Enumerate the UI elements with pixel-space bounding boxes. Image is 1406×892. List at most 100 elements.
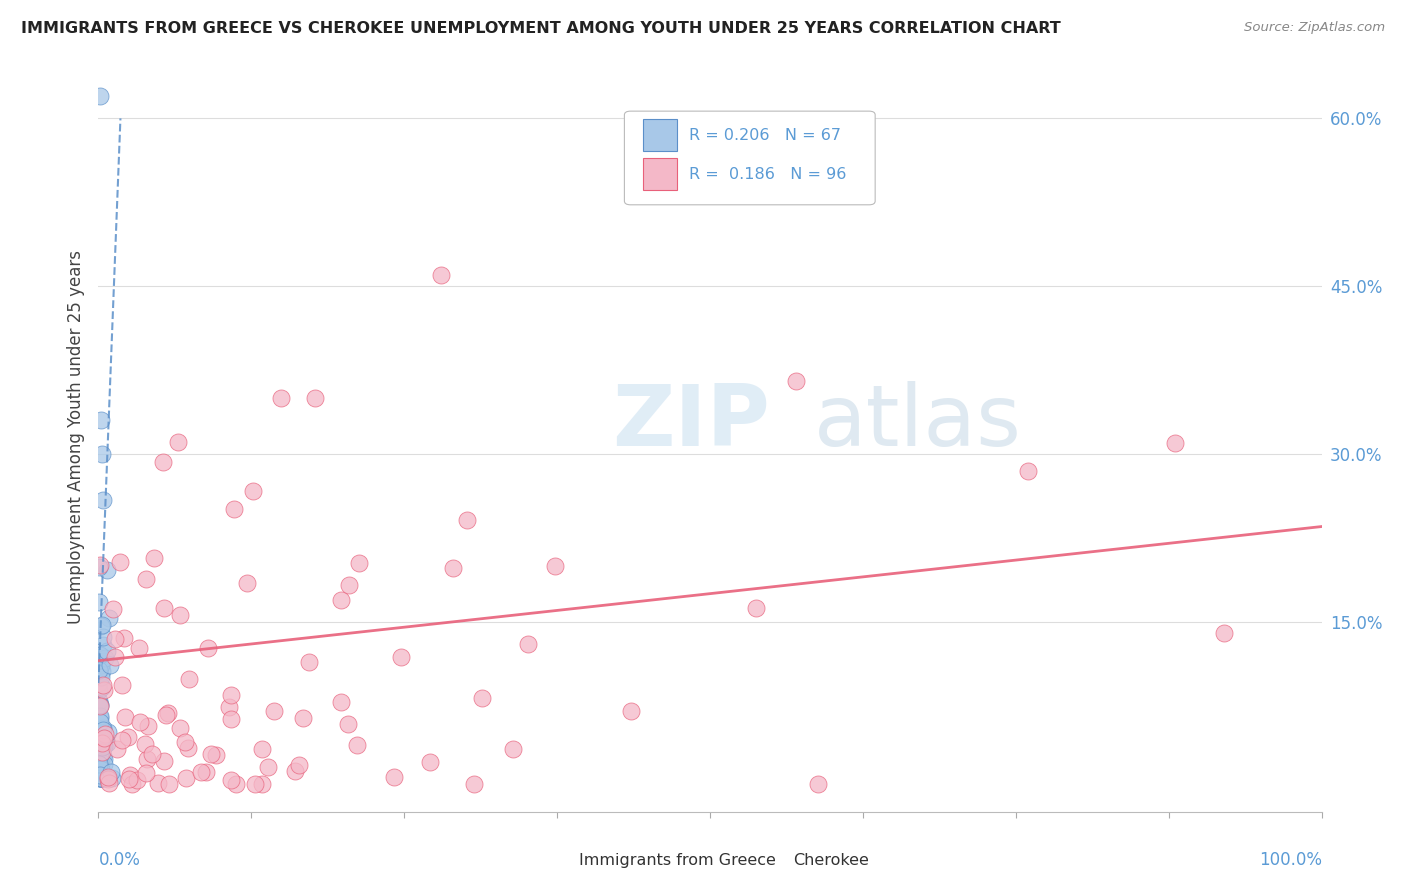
Text: R =  0.186   N = 96: R = 0.186 N = 96 xyxy=(689,167,846,182)
Text: R = 0.206   N = 67: R = 0.206 N = 67 xyxy=(689,128,841,143)
Point xyxy=(87,734,110,748)
Point xyxy=(204,747,226,762)
Point xyxy=(544,558,567,573)
Point xyxy=(128,641,150,656)
Point xyxy=(90,771,112,785)
Point xyxy=(93,771,115,785)
Point xyxy=(93,752,115,766)
Point xyxy=(90,733,112,747)
Point xyxy=(90,771,112,785)
Point xyxy=(91,736,114,750)
Point xyxy=(89,762,111,776)
Point xyxy=(157,777,180,791)
Point xyxy=(89,747,111,762)
Point xyxy=(89,694,111,708)
Point xyxy=(167,434,190,449)
Point xyxy=(96,563,118,577)
Point xyxy=(252,742,274,756)
Point xyxy=(155,707,177,722)
Point xyxy=(91,771,114,785)
Point xyxy=(89,89,111,103)
Point xyxy=(117,730,139,744)
Bar xyxy=(643,159,678,190)
Point xyxy=(90,656,112,670)
Point xyxy=(93,731,115,746)
Bar xyxy=(759,849,786,871)
Bar xyxy=(643,120,678,151)
Point xyxy=(250,777,273,791)
Point xyxy=(263,704,285,718)
Point xyxy=(89,683,111,698)
Point xyxy=(89,740,111,755)
Point xyxy=(90,619,112,633)
Point xyxy=(173,735,195,749)
Point xyxy=(104,632,127,646)
Point xyxy=(89,559,111,574)
Point xyxy=(807,777,830,791)
Point xyxy=(94,727,117,741)
Point xyxy=(87,771,110,785)
Point xyxy=(153,754,176,768)
Point xyxy=(136,718,159,732)
Point xyxy=(91,630,114,644)
Point xyxy=(221,712,243,726)
Point xyxy=(471,690,494,705)
Point xyxy=(90,754,112,768)
Text: 0.0%: 0.0% xyxy=(98,851,141,869)
Point xyxy=(89,733,111,747)
Point xyxy=(108,555,131,569)
Point xyxy=(93,739,115,753)
Text: Cherokee: Cherokee xyxy=(793,853,869,868)
Point xyxy=(283,764,305,779)
Bar xyxy=(546,849,572,871)
Point xyxy=(87,663,110,677)
Point xyxy=(89,558,111,572)
Point xyxy=(1017,464,1039,478)
Point xyxy=(89,715,111,730)
Point xyxy=(195,764,218,779)
Point xyxy=(97,724,120,739)
Point xyxy=(456,513,478,527)
Point xyxy=(157,706,180,721)
Point xyxy=(382,770,405,784)
Point xyxy=(744,601,766,615)
Point xyxy=(93,682,115,697)
Point xyxy=(441,561,464,575)
Point xyxy=(89,755,111,769)
Point xyxy=(136,752,159,766)
Point xyxy=(90,670,112,684)
Point xyxy=(90,770,112,784)
Point xyxy=(87,676,110,690)
Point xyxy=(257,760,280,774)
Point xyxy=(89,665,111,680)
Point xyxy=(221,772,243,787)
Point xyxy=(112,631,135,645)
Point xyxy=(1164,435,1187,450)
Point xyxy=(169,721,191,735)
Point xyxy=(105,742,128,756)
Point xyxy=(101,602,124,616)
Point xyxy=(96,736,118,750)
Point xyxy=(297,655,319,669)
Point xyxy=(118,768,141,782)
Point xyxy=(89,768,111,782)
Point xyxy=(91,447,114,461)
Point xyxy=(87,768,110,782)
Point xyxy=(91,723,114,737)
Point xyxy=(90,665,112,679)
Point xyxy=(91,638,114,652)
Text: IMMIGRANTS FROM GREECE VS CHEROKEE UNEMPLOYMENT AMONG YOUTH UNDER 25 YEARS CORRE: IMMIGRANTS FROM GREECE VS CHEROKEE UNEMP… xyxy=(21,21,1062,36)
Point xyxy=(346,738,368,752)
Point xyxy=(97,770,120,784)
Point xyxy=(111,678,134,692)
Point xyxy=(97,772,120,786)
Point xyxy=(91,749,114,764)
Point xyxy=(129,715,152,730)
Point xyxy=(118,772,141,786)
Point xyxy=(146,776,169,790)
Point xyxy=(134,737,156,751)
Point xyxy=(620,705,643,719)
Point xyxy=(98,657,121,672)
Point xyxy=(337,578,360,592)
Point xyxy=(114,710,136,724)
